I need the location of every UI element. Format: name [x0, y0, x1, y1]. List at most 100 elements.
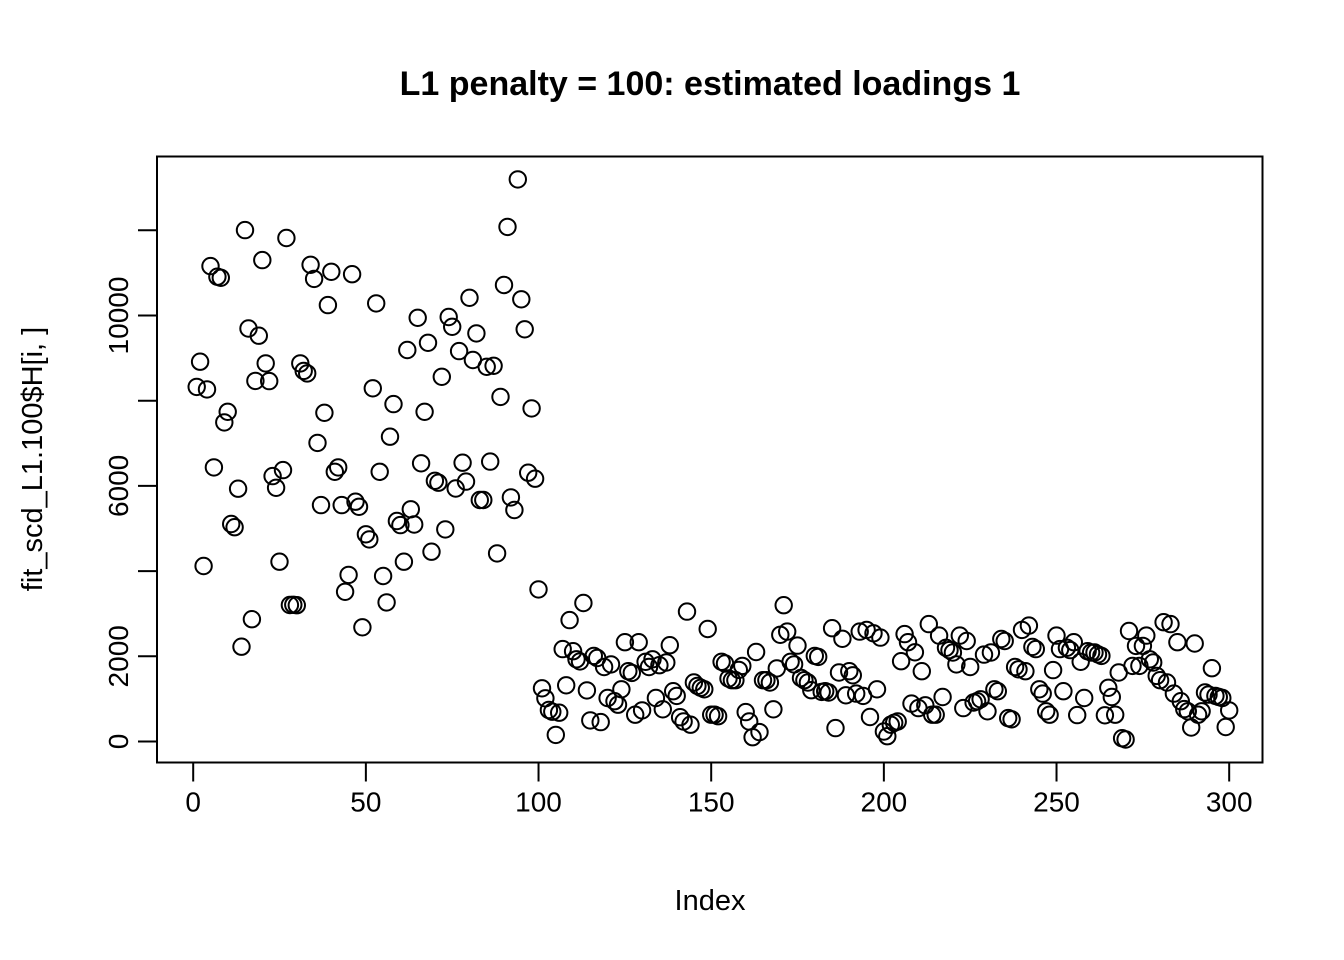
data-point [346, 492, 365, 511]
data-point [1092, 646, 1111, 666]
data-point [329, 458, 348, 477]
data-point [273, 460, 293, 480]
data-point [439, 307, 458, 327]
data-point [867, 680, 887, 699]
data-point [826, 718, 845, 738]
data-point [1123, 656, 1142, 676]
data-point [557, 676, 576, 695]
data-point [525, 469, 545, 488]
data-point [577, 681, 597, 700]
data-point [895, 624, 914, 644]
data-point [667, 686, 686, 706]
data-point [967, 692, 987, 711]
data-point [974, 645, 994, 664]
data-point [1106, 705, 1125, 724]
data-point [215, 413, 234, 432]
x-tick-label: 300 [1206, 787, 1253, 818]
data-point [1099, 678, 1118, 697]
data-point [660, 636, 679, 655]
data-point [981, 643, 1001, 662]
data-point [484, 356, 503, 375]
data-point [335, 582, 355, 601]
data-point [508, 170, 527, 189]
x-tick-label: 100 [515, 787, 562, 818]
data-point [315, 403, 334, 422]
data-point [550, 703, 569, 722]
data-point [612, 680, 631, 699]
data-point [933, 687, 952, 707]
data-point [363, 379, 382, 398]
data-point [553, 639, 572, 659]
data-point [522, 399, 541, 418]
data-point [266, 478, 286, 497]
data-point [190, 352, 210, 371]
data-point [311, 495, 331, 515]
data-point [695, 680, 714, 699]
data-point [615, 633, 635, 652]
data-point [194, 556, 213, 576]
y-tick-label: 2000 [103, 625, 134, 687]
data-point [567, 650, 586, 669]
x-tick-label: 0 [185, 787, 201, 818]
data-point [581, 711, 600, 730]
data-point [394, 552, 414, 571]
data-point [746, 642, 766, 662]
data-point [512, 290, 531, 309]
data-point [391, 515, 410, 535]
data-point [809, 647, 828, 667]
data-point [187, 377, 206, 397]
data-point [384, 394, 403, 414]
data-point [1064, 633, 1084, 652]
data-point [750, 722, 769, 742]
data-point [653, 700, 672, 719]
x-axis-tick-labels: 0 50 100 150 200 250 300 [185, 787, 1252, 818]
data-point [1002, 710, 1021, 729]
data-point [373, 566, 393, 586]
data-point [1054, 682, 1073, 701]
data-point [498, 217, 517, 237]
data-point [529, 580, 548, 599]
data-point [339, 565, 358, 585]
data-point [505, 500, 524, 520]
data-point [377, 593, 396, 612]
data-point [318, 295, 338, 315]
data-point [398, 340, 417, 360]
data-point [1033, 684, 1052, 703]
data-point [246, 371, 265, 391]
data-point [740, 712, 759, 731]
data-point [988, 682, 1007, 701]
data-point [432, 367, 451, 386]
data-point [263, 466, 282, 486]
x-tick-label: 250 [1033, 787, 1080, 818]
data-point [726, 671, 745, 690]
scatter-points [187, 170, 1239, 749]
data-point [888, 712, 907, 731]
data-point [1130, 656, 1149, 676]
data-point [1116, 730, 1135, 749]
data-point [298, 364, 317, 383]
data-point [411, 454, 431, 473]
data-point [204, 458, 224, 477]
data-point [916, 696, 935, 715]
data-point [515, 320, 534, 339]
data-point [232, 637, 251, 656]
data-point [778, 622, 797, 641]
data-point [657, 653, 676, 672]
data-point [332, 495, 351, 515]
data-point [1023, 637, 1042, 657]
y-axis-ticks [138, 229, 157, 743]
data-point [795, 671, 814, 690]
data-point [926, 705, 945, 724]
y-tick-label: 6000 [103, 455, 134, 517]
data-point [664, 682, 683, 701]
data-point [629, 633, 648, 652]
data-point [1119, 621, 1139, 641]
data-point [429, 473, 448, 492]
y-tick-label: 10000 [103, 277, 134, 355]
data-point [781, 652, 800, 671]
data-point [415, 402, 434, 421]
x-tick-label: 50 [350, 787, 381, 818]
data-point [563, 642, 583, 661]
data-point [1126, 636, 1146, 656]
